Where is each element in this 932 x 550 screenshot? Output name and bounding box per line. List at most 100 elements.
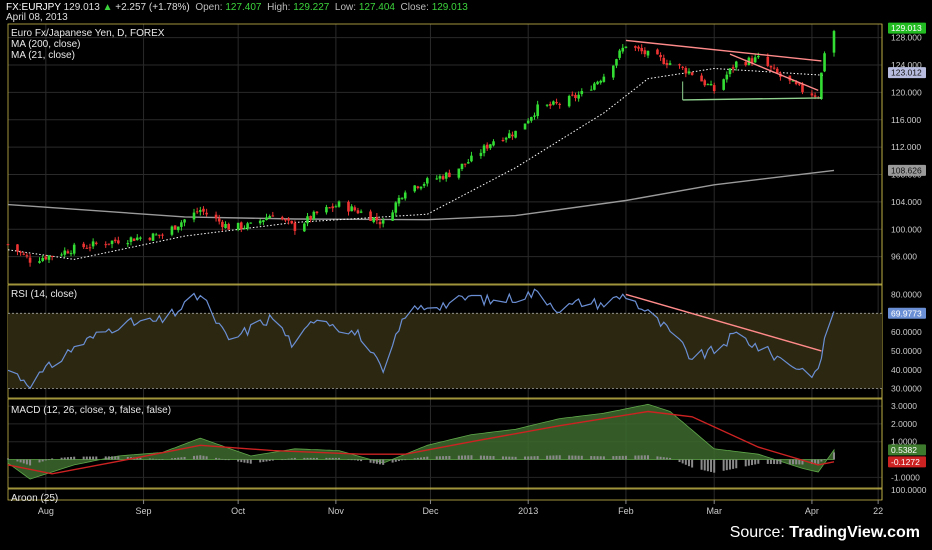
ma200-tag-bg xyxy=(888,164,926,176)
macd-histogram-bar xyxy=(615,456,618,460)
macd-histogram-bar xyxy=(486,455,489,460)
candle-body xyxy=(791,80,795,82)
candle-body xyxy=(634,46,637,48)
macd-histogram-bar xyxy=(309,457,312,460)
candle-body xyxy=(668,63,672,65)
candle-body xyxy=(265,217,268,221)
rsi-tick-label: 40.0000 xyxy=(891,365,922,375)
macd-histogram-bar xyxy=(334,457,337,460)
macd-histogram-bar xyxy=(66,457,69,460)
macd-histogram-bar xyxy=(533,456,536,460)
aroon-legend[interactable]: Aroon (25) xyxy=(11,493,59,504)
macd-histogram-bar xyxy=(271,459,274,461)
candle-body xyxy=(640,47,643,52)
macd-histogram-bar xyxy=(347,459,350,460)
candle-body xyxy=(104,244,108,246)
macd-histogram-bar xyxy=(139,457,142,460)
candle-body xyxy=(325,207,328,213)
candle-body xyxy=(766,56,770,66)
ma200-legend[interactable]: MA (200, close) xyxy=(11,39,81,50)
candle-body xyxy=(438,176,442,179)
macd-histogram-bar xyxy=(511,456,514,460)
candle-body xyxy=(268,216,271,219)
macd-histogram-bar xyxy=(331,457,334,460)
macd-histogram-bar xyxy=(678,459,681,463)
candle-body xyxy=(205,212,208,215)
candle-body xyxy=(243,227,246,229)
candle-body xyxy=(558,103,562,105)
candle-body xyxy=(599,80,603,83)
macd-histogram-bar xyxy=(577,455,580,460)
candle-body xyxy=(489,144,492,149)
candle-body xyxy=(249,222,253,224)
candle-body xyxy=(224,224,227,229)
pane-border xyxy=(7,488,883,501)
candle-body xyxy=(135,237,139,241)
candle-body xyxy=(798,83,801,85)
ma200-line xyxy=(7,169,835,221)
macd-histogram-bar xyxy=(732,459,735,469)
macd-histogram-bar xyxy=(754,459,757,465)
macd-histogram-bar xyxy=(710,459,713,472)
macd-histogram-bar xyxy=(158,459,161,460)
macd-histogram-bar xyxy=(19,459,22,463)
candle-body xyxy=(757,55,760,58)
aroon-tick-label: 100.0000 xyxy=(891,485,927,495)
candle-body xyxy=(643,50,647,55)
grid xyxy=(8,24,882,500)
candle-body xyxy=(47,255,51,260)
close-value: 129.013 xyxy=(431,2,468,13)
candle-body xyxy=(753,57,757,63)
rsi-line xyxy=(7,288,835,390)
macd-histogram-bar xyxy=(700,459,703,470)
macd-histogram-bar xyxy=(457,455,460,460)
candle-body xyxy=(823,53,826,72)
macd-histogram-bar xyxy=(656,456,659,460)
macd-histogram-bar xyxy=(492,456,495,460)
last-price-tag: 129.013 xyxy=(891,23,922,33)
candle-body xyxy=(545,104,549,106)
macd-histogram-bar xyxy=(568,455,571,460)
candle-body xyxy=(192,212,196,220)
candle-body xyxy=(16,244,19,252)
macd-histogram-bar xyxy=(669,457,672,460)
y-tick-label: 112.000 xyxy=(891,142,921,152)
candle-body xyxy=(271,215,275,217)
rsi-legend[interactable]: RSI (14, close) xyxy=(11,289,78,300)
macd-histogram-bar xyxy=(372,459,375,464)
rsi-path xyxy=(7,288,835,390)
macd-histogram-bar xyxy=(527,456,530,460)
rsi-tag: 69.9773 xyxy=(891,308,922,318)
candle-body xyxy=(813,95,817,97)
candle-body xyxy=(85,247,89,249)
macd-histogram-bar xyxy=(148,458,151,460)
macd-legend[interactable]: MACD (12, 26, close, 9, false, false) xyxy=(11,405,172,416)
macd-histogram-bar xyxy=(107,456,110,460)
candle-body xyxy=(615,59,618,66)
x-tick-label: Dec xyxy=(422,506,439,516)
y-tick-label: 100.000 xyxy=(891,224,922,234)
candle-body xyxy=(589,89,593,91)
macd-histogram-bar xyxy=(284,459,287,460)
candle-body xyxy=(183,219,186,223)
ma21-legend[interactable]: MA (21, close) xyxy=(11,50,75,61)
candle-body xyxy=(50,255,54,257)
candle-body xyxy=(44,256,48,260)
candle-body xyxy=(769,65,773,68)
macd-histogram-bar xyxy=(104,456,107,460)
macd-histogram-bar xyxy=(483,455,486,460)
macd-histogram-bar xyxy=(501,456,504,460)
macd-histogram-bar xyxy=(199,455,202,460)
macd-histogram-bar xyxy=(508,456,511,460)
macd-histogram-bar xyxy=(423,457,426,460)
candle-body xyxy=(139,237,142,239)
candle-body xyxy=(678,64,681,66)
candle-body xyxy=(656,49,659,55)
candle-body xyxy=(772,67,776,69)
candle-body xyxy=(470,155,473,162)
candle-body xyxy=(315,211,319,214)
ma21-line xyxy=(7,67,825,260)
source-credit: Source: TradingView.com xyxy=(729,524,920,541)
candle-body xyxy=(422,183,426,186)
